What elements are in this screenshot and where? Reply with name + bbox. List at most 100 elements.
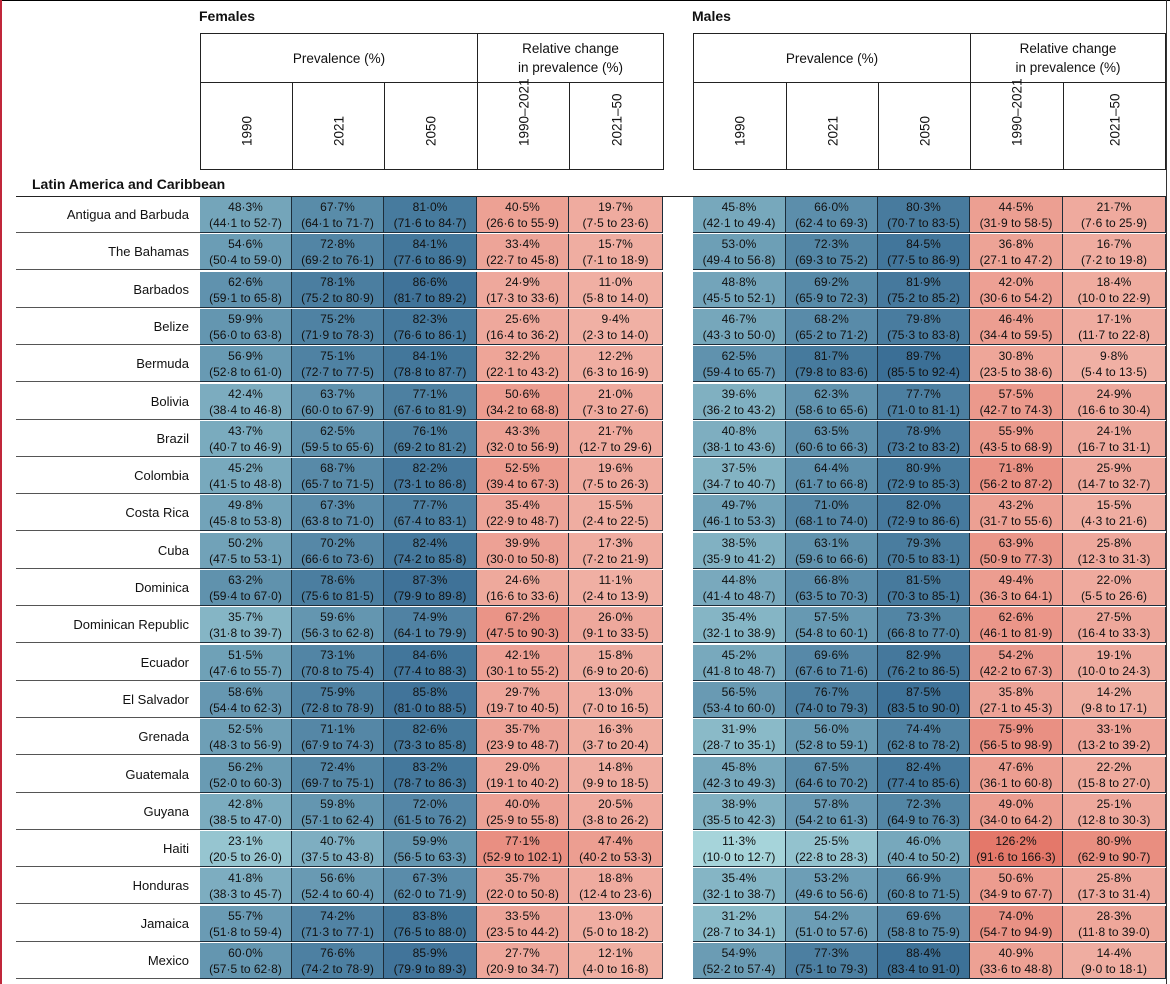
uncertainty-interval: (47·5 to 53·1) (209, 551, 282, 566)
f-value-cell: 56·2% (52·0 to 60·3) (200, 756, 292, 793)
point-estimate: 74·2% (320, 908, 355, 923)
f-value-cell: 25·6% (16·4 to 36·2) (477, 308, 569, 345)
uncertainty-interval: (52·2 to 57·4) (702, 962, 776, 976)
country-label: Costa Rica (16, 495, 201, 532)
f-value-cell: 52·5% (39·4 to 67·3) (477, 458, 569, 495)
f-value-cell: 59·6% (56·3 to 62·8) (292, 607, 384, 644)
uncertainty-interval: (51·8 to 59·4) (209, 924, 282, 939)
country-label: Brazil (16, 421, 201, 457)
uncertainty-interval: (91·6 to 166·3) (976, 850, 1056, 865)
point-estimate: 35·7% (228, 610, 263, 625)
year-header-m-1990-2021: 1990–2021 (970, 78, 1064, 170)
females-prevalence-header: Prevalence (%) (200, 33, 478, 83)
uncertainty-interval: (67·9 to 74·3) (301, 738, 374, 753)
point-estimate: 37·5% (721, 461, 757, 476)
uncertainty-interval: (56·2 to 87·2) (979, 477, 1053, 492)
m-value-cell: 46·7% (43·3 to 50·0) (693, 308, 786, 345)
table-row: Bermuda 56·9% (52·8 to 61·0) 75·1% (72·7 to … (0, 346, 1170, 383)
point-estimate: 79·8% (906, 311, 941, 326)
uncertainty-interval: (7·2 to 21·9) (582, 551, 649, 566)
f-value-cell: 50·6% (34·2 to 68·8) (477, 383, 569, 420)
point-estimate: 48·8% (721, 274, 757, 289)
f-value-cell: 21·0% (7·3 to 27·6) (569, 383, 663, 420)
m-value-cell: 84·5% (77·5 to 86·9) (878, 234, 970, 271)
f-value-cell: 87·3% (79·9 to 89·8) (384, 570, 477, 606)
f-value-cell: 45·2% (41·5 to 48·8) (200, 458, 292, 495)
uncertainty-interval: (68·1 to 74·0) (795, 514, 868, 529)
country-label: Belize (16, 309, 201, 345)
m-value-cell: 62·5% (59·4 to 65·7) (693, 346, 786, 383)
point-estimate: 44·8% (721, 573, 757, 587)
m-value-cell: 69·6% (58·8 to 75·9) (878, 905, 970, 942)
point-estimate: 25·5% (814, 834, 849, 849)
point-estimate: 43·7% (228, 423, 263, 438)
uncertainty-interval: (10·0 to 24·3) (1077, 663, 1151, 678)
f-value-cell: 32·2% (22·1 to 43·2) (477, 346, 569, 383)
point-estimate: 66·8% (814, 573, 849, 587)
year-label: 1990–2021 (516, 78, 531, 146)
point-estimate: 45·8% (721, 200, 757, 214)
uncertainty-interval: (50·9 to 77·3) (979, 551, 1053, 566)
point-estimate: 60·0% (228, 946, 263, 960)
uncertainty-interval: (30·0 to 50·8) (486, 551, 559, 566)
f-value-cell: 24·6% (16·6 to 33·6) (477, 570, 569, 606)
uncertainty-interval: (22·9 to 48·7) (486, 514, 559, 529)
uncertainty-interval: (73·1 to 86·8) (393, 477, 467, 492)
uncertainty-interval: (22·0 to 50·8) (486, 887, 559, 902)
uncertainty-interval: (27·1 to 47·2) (979, 253, 1053, 268)
point-estimate: 50·6% (998, 871, 1034, 886)
uncertainty-interval: (64·9 to 76·3) (887, 812, 960, 827)
point-estimate: 72·0% (412, 796, 448, 811)
point-estimate: 82·9% (906, 647, 941, 662)
point-estimate: 64·4% (814, 461, 849, 476)
uncertainty-interval: (67·6 to 71·6) (795, 663, 868, 678)
point-estimate: 78·1% (320, 274, 355, 289)
m-value-cell: 43·2% (31·7 to 55·6) (970, 495, 1063, 532)
uncertainty-interval: (77·4 to 85·6) (887, 775, 960, 790)
uncertainty-interval: (78·8 to 87·7) (393, 365, 467, 380)
uncertainty-interval: (32·1 to 38·9) (702, 626, 776, 641)
uncertainty-interval: (67·4 to 83·1) (393, 514, 467, 529)
point-estimate: 84·1% (412, 237, 448, 252)
f-value-cell: 40·5% (26·6 to 55·9) (477, 197, 569, 233)
uncertainty-interval: (34·9 to 67·7) (979, 887, 1053, 902)
point-estimate: 54·2% (998, 647, 1034, 662)
m-value-cell: 46·0% (40·4 to 50·2) (878, 831, 970, 868)
point-estimate: 82·4% (412, 535, 448, 550)
point-estimate: 77·3% (814, 946, 849, 960)
point-estimate: 21·0% (598, 386, 633, 401)
point-estimate: 56·9% (228, 349, 263, 364)
m-value-cell: 35·8% (27·1 to 45·3) (970, 681, 1063, 718)
uncertainty-interval: (42·2 to 67·3) (979, 663, 1053, 678)
point-estimate: 77·7% (412, 498, 448, 513)
year-header-m-2021: 2021 (786, 82, 879, 170)
m-value-cell: 25·8% (12·3 to 31·3) (1063, 532, 1166, 569)
uncertainty-interval: (4·3 to 21·6) (1080, 514, 1148, 529)
uncertainty-interval: (60·6 to 66·3) (795, 439, 868, 454)
point-estimate: 89·7% (906, 349, 941, 364)
uncertainty-interval: (71·0 to 81·1) (887, 402, 960, 417)
f-value-cell: 58·6% (54·4 to 62·3) (200, 681, 292, 718)
point-estimate: 77·1% (412, 386, 448, 401)
m-value-cell: 36·8% (27·1 to 47·2) (970, 234, 1063, 271)
point-estimate: 49·4% (998, 573, 1034, 587)
m-value-cell: 22·2% (15·8 to 27·0) (1063, 756, 1166, 793)
year-label: 1990 (239, 115, 254, 146)
uncertainty-interval: (54·4 to 62·3) (209, 700, 282, 715)
point-estimate: 59·6% (320, 610, 355, 625)
f-value-cell: 35·7% (22·0 to 50·8) (477, 868, 569, 905)
point-estimate: 54·9% (721, 946, 757, 960)
uncertainty-interval: (69·2 to 81·2) (393, 439, 467, 454)
point-estimate: 57·5% (998, 386, 1034, 401)
point-estimate: 57·8% (814, 796, 849, 811)
uncertainty-interval: (54·2 to 61·3) (795, 812, 868, 827)
m-value-cell: 71·0% (68·1 to 74·0) (786, 495, 878, 532)
m-value-cell: 73·3% (66·8 to 77·0) (878, 607, 970, 644)
uncertainty-interval: (52·0 to 60·3) (209, 775, 282, 790)
uncertainty-interval: (26·6 to 55·9) (486, 216, 559, 230)
point-estimate: 13·0% (598, 908, 633, 923)
m-value-cell: 82·4% (77·4 to 85·6) (878, 756, 970, 793)
f-value-cell: 83·2% (78·7 to 86·3) (384, 756, 477, 793)
point-estimate: 35·4% (505, 498, 540, 513)
m-value-cell: 16·7% (7·2 to 19·8) (1063, 234, 1166, 271)
